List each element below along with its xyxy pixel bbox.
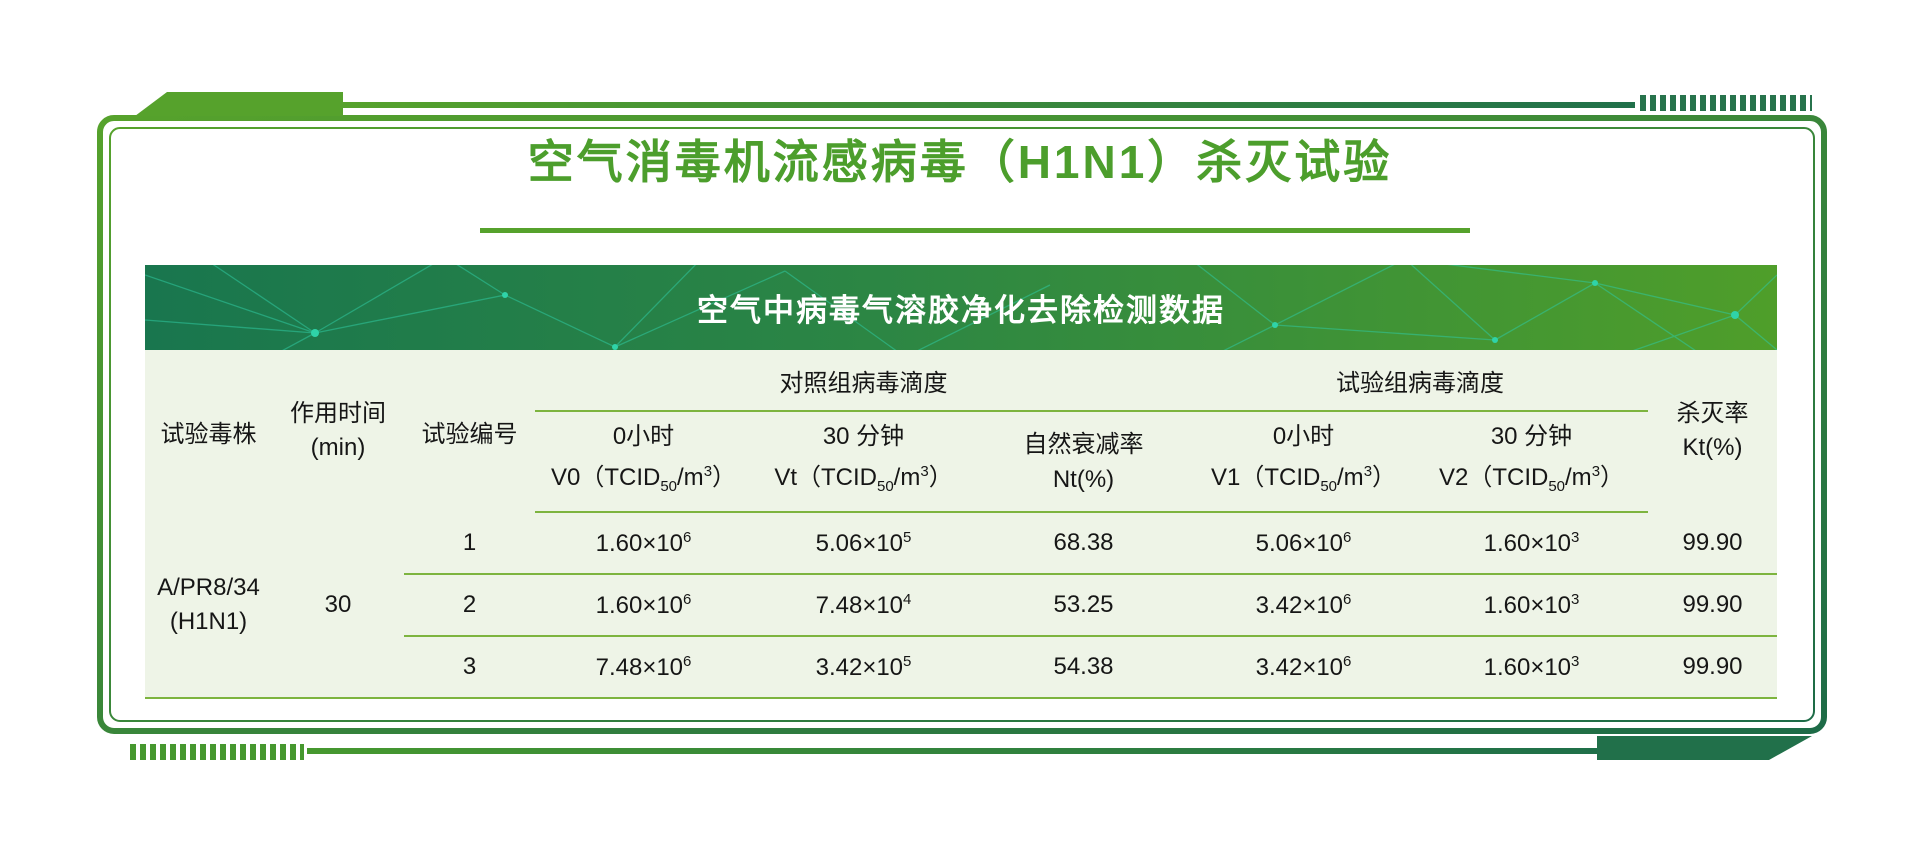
cell-kt: 99.90 bbox=[1648, 512, 1777, 575]
cell-time: 30 bbox=[324, 590, 352, 618]
cell-nt: 54.38 bbox=[1053, 653, 1114, 680]
title-underline bbox=[480, 228, 1470, 233]
header-group-test: 试验组病毒滴度 bbox=[1192, 350, 1648, 412]
header-v1: 0小时 V1（TCID50/m3） bbox=[1192, 411, 1415, 513]
cell-v2: 1.60×103 bbox=[1415, 574, 1648, 637]
cell-v0: 1.60×106 bbox=[535, 574, 752, 637]
cell-no: 2 bbox=[404, 574, 535, 637]
header-vt: 30 分钟 Vt（TCID50/m3） bbox=[752, 411, 975, 513]
corner-tab-bottom-right bbox=[1597, 736, 1812, 760]
header-v0: 0小时 V0（TCID50/m3） bbox=[535, 411, 752, 513]
cell-v1: 5.06×106 bbox=[1192, 512, 1415, 575]
corner-tab-top-left bbox=[135, 92, 343, 116]
table-row: A/PR8/34 (H1N1) 30 1 1.60×106 5.06×105 68… bbox=[145, 512, 1777, 635]
header-strain: 试验毒株 bbox=[160, 420, 257, 448]
cell-v2: 1.60×103 bbox=[1483, 652, 1580, 681]
page-title: 空气消毒机流感病毒（H1N1）杀灭试验 bbox=[527, 136, 1393, 188]
cell-vt: 3.42×105 bbox=[815, 652, 912, 681]
table-row: 3 7.48×106 3.42×105 54.38 3.42×106 1.60×… bbox=[145, 636, 1777, 698]
header-time: 作用时间 (min) bbox=[290, 400, 386, 461]
header-group-control: 对照组病毒滴度 bbox=[535, 350, 1192, 412]
cell-v1: 3.42×106 bbox=[1255, 652, 1352, 681]
cell-strain: A/PR8/34 (H1N1) bbox=[157, 573, 260, 635]
cell-kt: 99.90 bbox=[1682, 653, 1743, 680]
network-mesh-decoration bbox=[145, 265, 1777, 350]
header-test-no: 试验编号 bbox=[421, 420, 518, 448]
cell-nt: 68.38 bbox=[975, 512, 1192, 575]
cell-no: 3 bbox=[462, 653, 477, 680]
cell-vt: 7.48×104 bbox=[752, 574, 975, 637]
header-nt: 自然衰减率 Nt(%) bbox=[975, 411, 1192, 513]
cell-v2: 1.60×103 bbox=[1415, 512, 1648, 575]
header-kill-rate: 杀灭率 Kt(%) bbox=[1676, 400, 1749, 461]
cell-v0: 7.48×106 bbox=[595, 652, 692, 681]
cell-v1: 3.42×106 bbox=[1192, 574, 1415, 637]
cell-v0: 1.60×106 bbox=[535, 512, 752, 575]
virus-test-table: 试验毒株 作用时间 (min) 试验编号 对照组病毒滴度 试验组病毒滴度 杀灭率 K… bbox=[145, 350, 1777, 699]
banner-title: 空气中病毒气溶胶净化去除检测数据 bbox=[697, 293, 1225, 328]
table-row: 2 1.60×106 7.48×104 53.25 3.42×106 1.60×… bbox=[145, 574, 1777, 637]
cell-vt: 5.06×105 bbox=[752, 512, 975, 575]
cell-nt: 53.25 bbox=[975, 574, 1192, 637]
bottom-accent-line bbox=[307, 748, 1597, 754]
barcode-strip-top-right bbox=[1638, 95, 1812, 111]
header-v2: 30 分钟 V2（TCID50/m3） bbox=[1415, 411, 1648, 513]
barcode-strip-bottom-left bbox=[130, 744, 304, 760]
data-table-wrap: 试验毒株 作用时间 (min) 试验编号 对照组病毒滴度 试验组病毒滴度 杀灭率 K… bbox=[145, 350, 1777, 699]
cell-kt: 99.90 bbox=[1648, 574, 1777, 637]
cell-no: 1 bbox=[404, 512, 535, 575]
top-accent-line bbox=[343, 102, 1635, 108]
table-banner: 空气中病毒气溶胶净化去除检测数据 bbox=[145, 265, 1777, 350]
